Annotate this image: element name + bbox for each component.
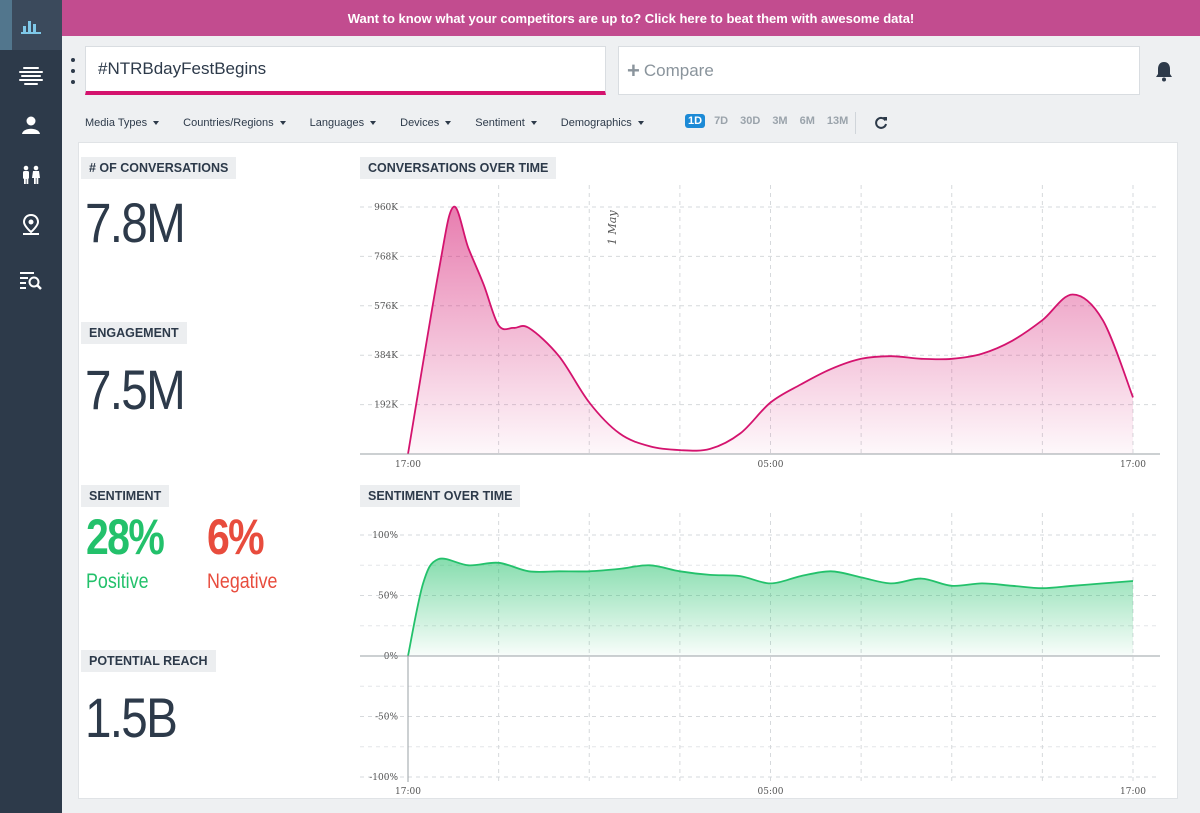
filter-demographics[interactable]: Demographics <box>561 117 644 129</box>
filter-devices[interactable]: Devices <box>400 117 452 129</box>
search-field[interactable] <box>85 46 606 95</box>
range-13m[interactable]: 13M <box>826 115 849 127</box>
compare-button[interactable]: + Compare <box>618 46 1140 95</box>
sidebar <box>0 0 62 813</box>
caret-down-icon <box>370 121 377 125</box>
filter-countries-regions[interactable]: Countries/Regions <box>183 117 286 129</box>
caret-down-icon <box>445 121 452 125</box>
caret-down-icon <box>637 121 644 125</box>
engagement-value: 7.5M <box>85 358 186 421</box>
compare-label: Compare <box>643 60 714 80</box>
conversations-value: 7.8M <box>85 191 186 254</box>
bell-icon[interactable] <box>1154 60 1174 82</box>
list-search-icon <box>20 272 42 290</box>
promo-banner[interactable]: Want to know what your competitors are u… <box>62 0 1200 36</box>
sentiment-label: SENTIMENT <box>81 485 170 507</box>
refresh-icon[interactable] <box>874 116 888 130</box>
user-card-icon <box>22 116 40 134</box>
sentiment-chart-title: SENTIMENT OVER TIME <box>360 485 521 507</box>
sidebar-item-location[interactable] <box>0 200 62 250</box>
sidebar-item-search-list[interactable] <box>0 255 62 305</box>
filter-bar: Media Types Countries/Regions Languages … <box>85 112 668 134</box>
conversations-label: # OF CONVERSATIONS <box>81 157 237 179</box>
potential-reach-value: 1.5B <box>85 686 178 749</box>
sidebar-item-audience[interactable] <box>0 100 62 150</box>
divider <box>855 112 856 134</box>
filter-sentiment[interactable]: Sentiment <box>475 117 537 129</box>
caret-down-icon <box>530 121 537 125</box>
positive-sentiment-label: Positive <box>86 570 149 593</box>
sidebar-item-demographics[interactable] <box>0 150 62 200</box>
search-input[interactable] <box>86 47 590 91</box>
potential-reach-label: POTENTIAL REACH <box>81 650 216 672</box>
people-icon <box>23 165 40 184</box>
negative-sentiment-value: 6% <box>207 509 265 565</box>
positive-sentiment-value: 28% <box>86 509 165 565</box>
range-3m[interactable]: 3M <box>772 115 788 127</box>
caret-down-icon <box>153 121 160 125</box>
more-options-icon[interactable] <box>68 58 78 84</box>
bar-chart-icon <box>21 21 41 34</box>
promo-banner-text: Want to know what your competitors are u… <box>347 10 915 26</box>
media-stream-icon <box>19 67 43 85</box>
range-6m[interactable]: 6M <box>799 115 815 127</box>
dashboard-panel <box>78 142 1178 799</box>
sidebar-item-media[interactable] <box>0 50 62 100</box>
range-30d[interactable]: 30D <box>740 115 761 127</box>
filter-media-types[interactable]: Media Types <box>85 117 160 129</box>
map-pin-icon <box>22 214 40 235</box>
negative-sentiment-label: Negative <box>207 570 278 593</box>
range-7d[interactable]: 7D <box>714 115 729 127</box>
sidebar-item-analytics[interactable] <box>0 0 62 50</box>
time-range-selector: 1D 7D 30D 3M 6M 13M <box>685 114 857 128</box>
caret-down-icon <box>279 121 286 125</box>
filter-languages[interactable]: Languages <box>310 117 377 129</box>
range-1d[interactable]: 1D <box>685 114 706 128</box>
engagement-label: ENGAGEMENT <box>81 322 187 344</box>
plus-icon: + <box>627 57 640 83</box>
conversations-chart-title: CONVERSATIONS OVER TIME <box>360 157 557 179</box>
